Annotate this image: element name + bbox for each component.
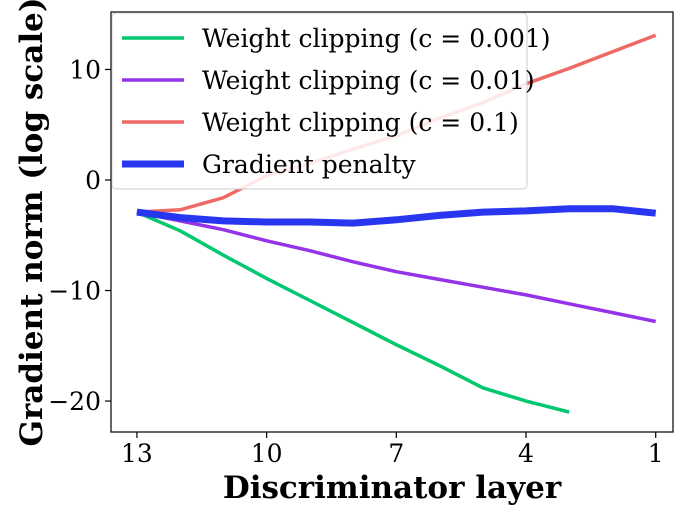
y-tick-label: 0	[85, 166, 101, 195]
y-tick-label: −20	[48, 387, 101, 416]
plot-frame	[110, 11, 674, 433]
y-tick-label: −10	[48, 277, 101, 306]
legend-label-weight-clipping-c-0-1: Weight clipping (c = 0.1)	[202, 108, 519, 137]
x-axis-title: Discriminator layer	[223, 470, 562, 506]
legend-label-weight-clipping-c-0-001: Weight clipping (c = 0.001)	[202, 24, 551, 53]
x-tick-label: 13	[121, 439, 153, 468]
legend-label-gradient-penalty: Gradient penalty	[202, 150, 417, 179]
legend-label-weight-clipping-c-0-01: Weight clipping (c = 0.01)	[202, 66, 535, 95]
x-tick-label: 7	[388, 439, 404, 468]
series-line-gradient-penalty	[136, 205, 657, 227]
x-tick-label: 10	[251, 439, 283, 468]
legend-box	[111, 12, 528, 190]
series-line-weight-clipping-c-0-01	[136, 210, 657, 324]
series-line-weight-clipping-c-0-001	[136, 210, 570, 414]
y-axis-title: Gradient norm (log scale)	[14, 0, 50, 447]
x-tick-label: 4	[518, 439, 534, 468]
x-tick-label: 1	[648, 439, 664, 468]
y-tick-label: 10	[69, 55, 101, 84]
